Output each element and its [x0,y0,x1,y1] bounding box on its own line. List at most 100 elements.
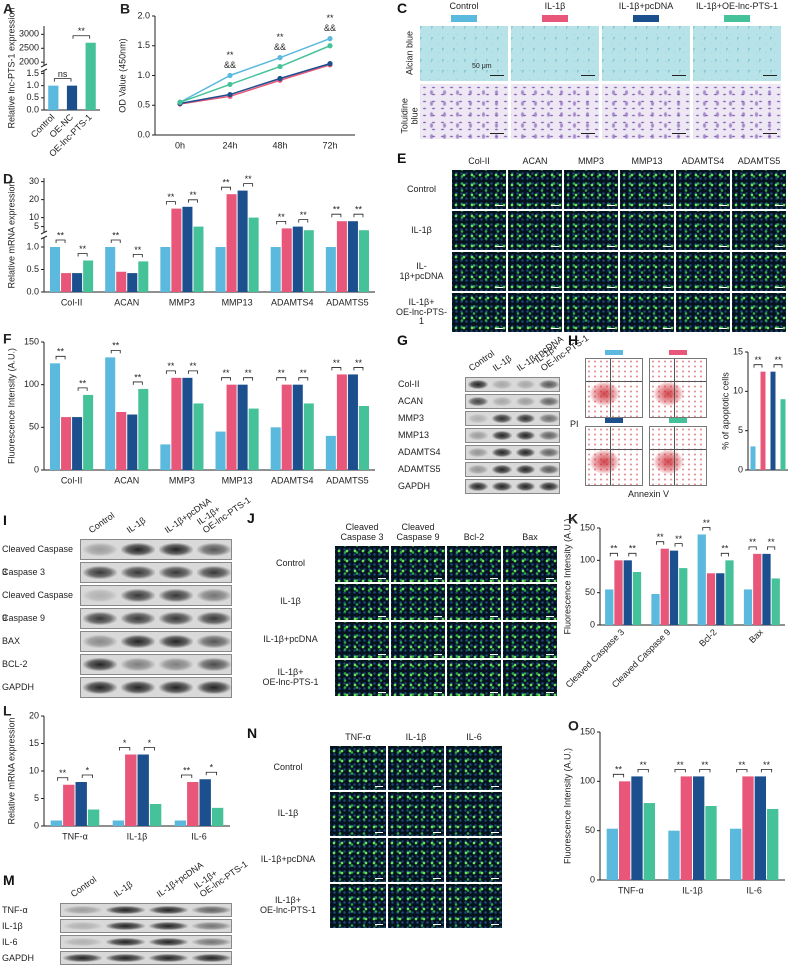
bar [248,217,259,292]
micrograph [564,211,618,250]
micrograph [388,884,444,928]
scale-bar [672,75,686,76]
scale-bar [663,246,671,247]
sig-label: ** [610,544,618,554]
row-label: IL-1β+pcDNA [399,260,444,281]
y-tick-label: 0.5 [26,92,39,102]
x-tick-label: IL-1β [127,831,148,841]
x-axis-label: Annexin V [628,489,670,499]
blot-band [121,657,155,672]
sig-bracket [77,387,88,391]
blot-band [83,634,117,649]
micrograph [452,293,506,332]
y-tick-label: 15 [733,346,743,356]
bar [127,273,138,292]
micrograph [330,792,386,836]
sig-label: ** [112,341,120,351]
bar [680,776,692,880]
blot-band [192,905,231,915]
x-tick-label: ADAMTS5 [326,297,369,307]
column-label: Bax [522,532,538,543]
band-label: IL-6 [2,937,18,947]
bar [85,42,96,110]
group-swatch [605,418,623,423]
sig-label: ** [629,544,637,554]
flow-plot [585,358,643,418]
blot-strip [80,608,232,629]
blot-band [491,379,512,390]
scale-bar [607,205,615,206]
bar [660,548,669,625]
band-label: GAPDH [398,481,431,491]
sig-label: ** [134,372,142,382]
scale-bar [551,205,559,206]
sig-bracket [674,543,683,547]
bar [281,384,292,470]
y-tick-label: 100 [580,555,595,565]
micrograph [330,746,386,790]
sig-bracket [767,546,776,550]
bar [48,85,59,110]
scale-bar [490,75,504,76]
sig-bracket [53,78,72,82]
column-label: Cleaved Caspase 9 [396,522,440,543]
scale-bar [491,832,499,833]
band-label: Cleaved Caspase 3 [2,544,74,577]
sig-bracket [181,774,193,778]
blot-band [159,611,193,626]
micrograph [564,293,618,332]
blot-band [83,680,117,695]
blot-band [159,657,193,672]
blot-band [468,447,488,458]
bar [679,568,688,625]
group-label: IL-1β+OE-lnc-PTS-1 [696,1,778,11]
annotation: ** [326,13,334,23]
data-point [327,43,333,49]
bar [281,228,292,292]
blot-band [83,542,117,557]
micrograph [676,211,730,250]
quadrant-line [586,381,642,383]
band-label: ACAN [398,396,424,406]
sig-label: ** [677,760,685,770]
x-tick-label: 24h [222,140,237,150]
sig-label: ** [189,190,197,200]
quadrant-line [650,381,706,383]
blot-band [192,921,231,931]
sig-bracket [205,771,217,776]
x-tick-label: IL-6 [191,831,207,841]
sig-bracket [132,381,143,385]
micrograph [420,26,508,81]
micrograph [503,660,557,696]
bar [105,247,116,292]
bar [762,553,771,625]
y-axis-label: % of apoptotic cells [720,372,730,450]
scale-bar [663,328,671,329]
sig-bracket [57,777,69,781]
sig-label: ** [615,765,623,775]
bar [614,560,623,625]
blot-strip [60,951,232,965]
sig-bracket [753,364,763,368]
scale-bar [551,328,559,329]
micrograph [391,660,445,696]
bar [174,820,187,826]
sig-bracket [702,527,711,531]
quadrant-line [650,449,706,451]
sig-bracket [243,377,254,381]
x-tick-label: MMP3 [169,475,195,485]
bar [66,85,78,110]
micrograph [511,26,599,81]
sig-bracket [110,349,121,354]
scale-bar [491,924,499,925]
blot-strip [80,585,232,606]
scale-bar [607,328,615,329]
panel-label: C [397,0,408,16]
quadrant-line [673,427,675,485]
sig-bracket [72,35,91,39]
sig-bracket [165,370,176,374]
bar [237,190,248,292]
panel-label: J [247,510,255,526]
x-tick-label: ADAMTS4 [271,297,314,307]
band-label: Cleaved Caspase 9 [2,590,74,623]
